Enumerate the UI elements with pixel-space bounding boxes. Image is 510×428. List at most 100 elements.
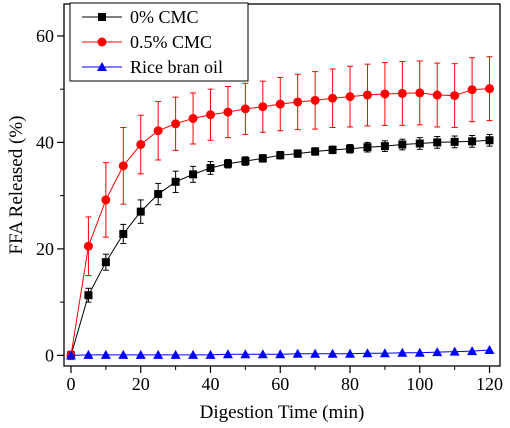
axis-ticks: 0 20 40 60 80 100 120 0 20 40 60 [36,26,503,394]
data-point [171,119,181,129]
data-point [257,349,268,359]
data-point [485,84,495,94]
data-point [240,104,250,114]
data-point [415,88,425,98]
data-point [171,177,180,186]
data-point [118,349,129,359]
data-point [188,113,198,123]
data-point [363,143,372,152]
data-point [379,348,390,358]
legend-label: 0% CMC [130,7,199,27]
data-point [345,348,356,358]
data-point [485,136,494,145]
legend-marker [97,37,107,47]
legend-item: 0% CMC [82,7,199,27]
data-point [223,159,232,168]
x-axis-title: Digestion Time (min) [200,402,365,423]
x-tick-label: 0 [66,374,75,394]
y-tick-label: 60 [36,26,54,46]
x-tick-label: 80 [341,374,359,394]
data-point [397,88,407,98]
y-tick-label: 20 [36,239,54,259]
data-point [223,107,233,117]
data-point [346,144,355,153]
y-axis-title: FFA Released (%) [6,116,27,255]
data-point [467,346,478,356]
data-point [414,347,425,357]
legend-marker [98,13,106,21]
data-point [101,195,111,205]
data-point [310,95,320,105]
series-2 [65,345,495,360]
series-line [70,139,490,356]
data-point [380,89,390,99]
data-point [310,348,321,358]
series-layer [65,56,495,361]
legend-label: 0.5% CMC [130,32,212,52]
data-point [328,145,337,154]
data-point [206,163,215,172]
data-point [153,349,164,359]
data-point [65,350,76,360]
legend-marker [97,62,107,71]
y-tick-label: 0 [45,345,54,365]
data-point [205,349,216,359]
data-point [101,258,110,267]
series-0 [66,133,494,360]
data-point [258,154,267,163]
data-point [415,139,424,148]
series-1 [66,56,495,361]
data-point [397,347,408,357]
x-tick-label: 40 [201,374,219,394]
data-point [327,348,338,358]
data-point [222,349,233,359]
data-point [188,349,199,359]
data-point [450,137,459,146]
data-point [240,349,251,359]
x-tick-label: 120 [476,374,503,394]
legend-label: Rice bran oil [130,57,223,77]
data-point [189,170,198,179]
data-point [293,149,302,158]
data-point [293,97,303,107]
data-point [362,348,373,358]
data-point [154,190,163,199]
data-point [118,161,128,171]
data-point [100,349,111,359]
data-point [83,241,93,251]
legend: 0% CMC 0.5% CMC Rice bran oil [69,2,249,82]
data-point [135,349,146,359]
data-point [398,140,407,149]
data-point [205,110,215,120]
data-point [275,349,286,359]
data-point [450,91,460,101]
x-tick-label: 60 [271,374,289,394]
data-point [449,346,460,356]
data-point [241,157,250,166]
plot-frame [63,3,501,367]
data-point [432,347,443,357]
data-point [84,291,93,300]
data-point [311,147,320,156]
data-point [136,140,146,150]
data-point [119,229,128,238]
data-point [380,142,389,151]
data-point [170,349,181,359]
data-point [468,137,477,146]
data-point [362,90,372,100]
x-tick-label: 20 [132,374,150,394]
data-point [345,92,355,102]
data-point [432,90,442,100]
data-point [484,345,495,355]
data-point [258,102,268,112]
legend-item: 0.5% CMC [82,32,212,52]
data-point [467,85,477,95]
data-point [153,126,163,136]
data-point [136,207,145,216]
y-tick-label: 40 [36,132,54,152]
legend-item: Rice bran oil [82,57,223,77]
data-point [83,349,94,359]
data-point [276,151,285,160]
data-point [275,99,285,109]
